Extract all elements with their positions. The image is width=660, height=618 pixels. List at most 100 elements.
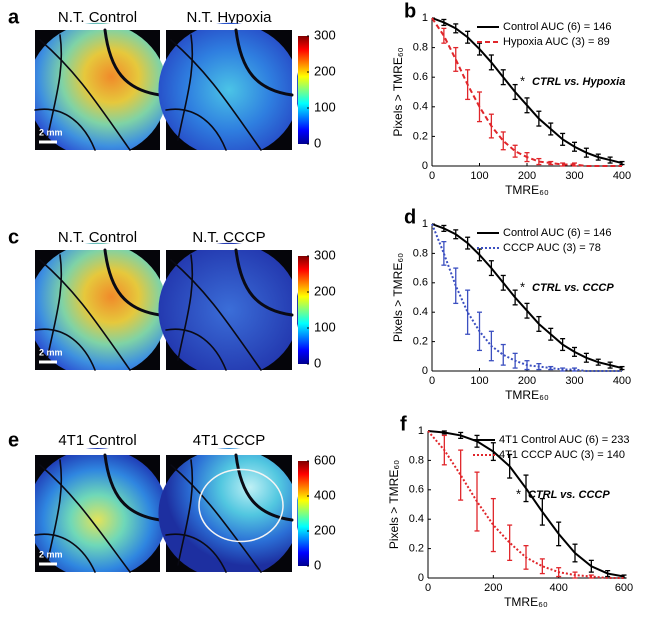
y-axis-label: Pixels > TMRE₆₀: [391, 47, 405, 136]
vessel: [46, 459, 63, 566]
y-tick-label: 0.6: [413, 71, 428, 83]
vessel: [34, 533, 96, 573]
x-tick-label: 100: [470, 375, 488, 387]
vessel: [165, 328, 227, 371]
y-tick-label: 0.8: [409, 454, 424, 466]
annotation-text: CTRL vs. CCCP: [528, 489, 610, 501]
panel-letter: b: [404, 0, 416, 22]
annotation-text: CTRL vs. CCCP: [532, 282, 614, 294]
colorbar-tick-label: 100: [314, 99, 336, 114]
annotation-text: CTRL vs. Hypoxia: [532, 76, 625, 88]
colorbar-tick-label: 0: [314, 557, 321, 572]
y-tick-label: 0.8: [413, 247, 428, 259]
colorbar: [298, 256, 309, 364]
legend-label: Control AUC (6) = 146: [503, 227, 612, 239]
scale-bar-label: 2 mm: [39, 347, 63, 357]
scale-bar-label: 2 mm: [39, 549, 63, 559]
vessel: [103, 28, 162, 97]
image-frame-mask: [27, 244, 35, 378]
x-tick-label: 400: [549, 582, 567, 594]
vessel: [234, 28, 294, 97]
vessel: [170, 259, 262, 371]
y-tick-label: 0: [422, 365, 428, 377]
y-tick-label: 1: [422, 218, 428, 230]
scale-bar-label: 2 mm: [39, 127, 63, 137]
colorbar-tick-label: 300: [314, 247, 336, 262]
vessel: [103, 453, 162, 522]
image-title: 4T1 CCCP: [193, 432, 266, 449]
tissue-image: [158, 22, 300, 158]
legend-label: Hypoxia AUC (3) = 89: [503, 36, 610, 48]
legend-label: Control AUC (6) = 146: [503, 21, 612, 33]
panel-letter: d: [404, 206, 416, 228]
y-tick-label: 0.4: [409, 513, 424, 525]
x-tick-label: 200: [518, 170, 536, 182]
colorbar-tick-label: 0: [314, 355, 321, 370]
image-frame-mask: [160, 572, 298, 580]
y-tick-label: 0.2: [413, 336, 428, 348]
x-tick-label: 0: [425, 582, 431, 594]
x-tick-label: 200: [484, 582, 502, 594]
vessel: [165, 108, 227, 151]
tissue-image: [158, 242, 300, 378]
vessel: [165, 533, 227, 573]
panel-letter: c: [8, 226, 19, 248]
image-frame-mask: [29, 150, 166, 158]
image-frame-mask: [160, 449, 298, 455]
y-tick-label: 0: [418, 572, 424, 584]
image-frame-mask: [292, 24, 297, 158]
annotation-marker: *: [516, 486, 521, 501]
image-frame-mask: [160, 370, 298, 378]
image-frame-mask: [160, 244, 298, 250]
x-axis-label: TMRE₆₀: [504, 595, 548, 609]
image-frame-mask: [292, 449, 297, 580]
y-tick-label: 0.4: [413, 306, 428, 318]
x-tick-label: 0: [429, 375, 435, 387]
colorbar: [298, 36, 309, 144]
colorbar-tick-label: 200: [314, 63, 336, 78]
image-frame-mask: [29, 370, 166, 378]
image-title: N.T. Control: [58, 229, 137, 246]
y-tick-label: 0.6: [409, 484, 424, 496]
image-title: N.T. Control: [58, 9, 137, 26]
image-title: N.T. CCCP: [192, 229, 265, 246]
x-tick-label: 300: [565, 170, 583, 182]
vessel: [34, 328, 96, 371]
vessel: [177, 254, 194, 361]
panel-letter: f: [400, 413, 407, 435]
vessel: [177, 34, 194, 141]
y-tick-label: 0.4: [413, 101, 428, 113]
image-frame-mask: [27, 449, 35, 580]
vessel: [39, 259, 131, 371]
y-tick-label: 0.6: [413, 277, 428, 289]
tissue-image: [27, 22, 168, 158]
tissue-image: [27, 447, 168, 580]
colorbar: [298, 461, 309, 566]
colorbar-tick-label: 400: [314, 487, 336, 502]
vessel: [46, 254, 63, 361]
vessel: [39, 39, 131, 151]
image-frame-mask: [29, 24, 166, 30]
image-title: 4T1 Control: [58, 432, 136, 449]
vessel: [234, 248, 294, 317]
y-axis-label: Pixels > TMRE₆₀: [387, 460, 401, 549]
legend-label: 4T1 CCCP AUC (3) = 140: [499, 449, 625, 461]
colorbar-tick-label: 200: [314, 283, 336, 298]
y-tick-label: 0.2: [409, 543, 424, 555]
x-tick-label: 600: [615, 582, 633, 594]
image-frame-mask: [27, 24, 35, 158]
vessel: [46, 34, 63, 141]
image-frame-mask: [160, 150, 298, 158]
vessel: [103, 248, 162, 317]
annotation-marker: *: [520, 279, 525, 294]
image-frame-mask: [160, 24, 298, 30]
image-frame-mask: [292, 244, 297, 378]
vessel: [170, 39, 262, 151]
legend-label: CCCP AUC (3) = 78: [503, 242, 601, 254]
y-tick-label: 0.8: [413, 42, 428, 54]
tissue-image: [27, 242, 168, 378]
y-tick-label: 0: [422, 160, 428, 172]
x-tick-label: 400: [613, 375, 631, 387]
vessel: [39, 464, 131, 573]
